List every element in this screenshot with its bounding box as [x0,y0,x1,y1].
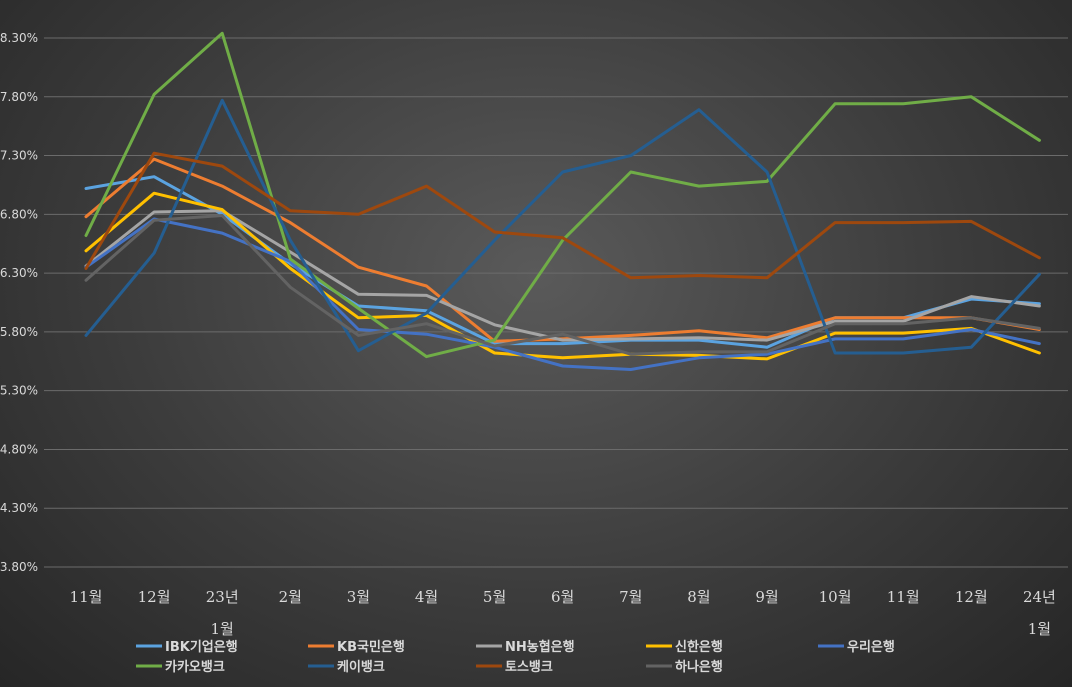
series-line-6 [84,31,1041,359]
y-tick-label: 4.30% [0,501,38,515]
x-tick-label: 11월 [887,588,920,606]
x-tick-label: 12월 [138,588,171,606]
x-tick-label: 4월 [415,588,438,606]
y-axis-ticks: 3.80% 4.30% 4.80% 5.30% 5.80% 6.30% 6.80% 7.30%… [0,31,38,574]
series-line-8 [84,151,1041,280]
y-tick-label: 6.80% [0,207,38,221]
legend-label: 토스뱅크 [505,660,553,675]
legend-label: 카카오뱅크 [165,660,225,675]
x-tick-label: 6월 [551,588,574,606]
x-axis-ticks: 11월 12월 23년 1월 2월 3월 4월 5월 6월 7월 8월 9월 10월 11월 12월 24년 1… [70,588,1056,638]
x-tick-label: 2월 [279,588,302,606]
x-tick-label: 3월 [347,588,370,606]
y-tick-label: 7.80% [0,90,38,104]
series-line-3 [84,209,1041,342]
x-tick-label: 1월 [211,620,234,638]
y-tick-label: 4.80% [0,442,38,456]
legend-label: NH농협은행 [505,639,575,655]
series-line-2 [84,157,1041,343]
y-tick-label: 5.30% [0,384,38,398]
series-line-5 [84,217,1041,371]
y-tick-label: 3.80% [0,560,38,574]
y-tick-label: 8.30% [0,31,38,45]
y-tick-label: 5.80% [0,325,38,339]
x-tick-label: 9월 [755,588,778,606]
x-tick-label: 23년 [206,588,239,606]
gridlines [44,37,1068,568]
legend-label: KB국민은행 [337,639,405,655]
x-tick-label: 8월 [687,588,710,606]
y-tick-label: 6.30% [0,266,38,280]
legend-label: IBK기업은행 [165,639,238,655]
x-tick-label: 12월 [955,588,988,606]
legend-label: 우리은행 [847,639,895,655]
x-tick-label: 5월 [483,588,506,606]
series-lines [84,31,1041,371]
series-line-9 [84,214,1041,356]
series-line-4 [84,191,1041,361]
x-tick-label: 10월 [819,588,852,606]
x-tick-label: 1월 [1028,620,1051,638]
y-tick-label: 7.30% [0,149,38,163]
legend-label: 신한은행 [675,639,723,655]
legend-label: 하나은행 [675,659,723,675]
series-line-7 [84,98,1041,355]
legend-label: 케이뱅크 [337,659,385,675]
x-tick-label: 11월 [70,588,103,606]
x-tick-label: 7월 [619,588,642,606]
x-tick-label: 24년 [1023,588,1056,606]
